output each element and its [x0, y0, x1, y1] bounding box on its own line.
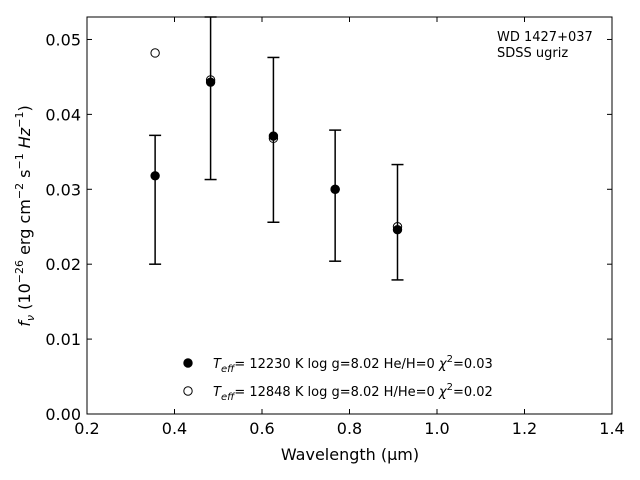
annotation-survey: SDSS ugriz: [497, 46, 568, 61]
legend-label-part: = 12848 K log g=8.02 H/He=0: [234, 385, 439, 400]
y-axis-title-part: (10: [15, 283, 34, 315]
y-tick-label: 0.03: [45, 180, 81, 199]
x-tick-label: 1.2: [512, 419, 537, 438]
model-point-open: [268, 133, 279, 144]
legend-label-part: 2: [447, 382, 453, 393]
legend-label-part: χ: [438, 385, 448, 400]
y-tick-label: 0.01: [45, 330, 81, 349]
legend-label-part: T: [213, 357, 222, 372]
model-point-filled: [150, 171, 160, 181]
model-point-open: [150, 48, 160, 58]
y-tick-label: 0.00: [45, 405, 81, 424]
annotation-object-name: WD 1427+037: [497, 30, 593, 45]
model-point-open: [392, 222, 403, 232]
legend-label-part: eff: [221, 392, 236, 403]
legend-label-part: =0.02: [453, 385, 493, 400]
x-tick-label: 1.0: [424, 419, 449, 438]
x-tick-label: 0.8: [337, 419, 362, 438]
y-axis-title-part: −26: [13, 260, 26, 283]
y-axis-title-part: −1: [13, 112, 26, 128]
y-axis-title-part: −2: [13, 183, 26, 199]
x-tick-label: 0.2: [74, 419, 99, 438]
model-point-filled: [268, 131, 279, 141]
x-tick-label: 0.6: [249, 419, 274, 438]
legend-label-part: T: [213, 385, 222, 400]
model-point-filled: [392, 225, 403, 235]
model-point-open: [205, 75, 216, 85]
legend-marker-open: [183, 386, 193, 396]
y-axis-title-part: s: [15, 170, 34, 183]
y-axis-title-part: −1: [13, 153, 26, 169]
y-axis-title-part: f: [15, 319, 34, 327]
x-axis-title: Wavelength (μm): [281, 445, 419, 464]
legend-label-part: χ: [438, 357, 448, 372]
model-point-filled: [205, 77, 216, 87]
y-axis-title-part: erg cm: [15, 199, 34, 260]
legend-label: Teff= 12848 K log g=8.02 H/He=0 χ2=0.02: [213, 382, 493, 403]
legend: Teff= 12230 K log g=8.02 He/H=0 χ2=0.03T…: [183, 354, 493, 403]
y-tick-label: 0.02: [45, 255, 81, 274]
y-tick-label: 0.05: [45, 30, 81, 49]
y-axis-title: fν (10−26 erg cm−2 s−1 Hz−1): [13, 105, 37, 326]
model-point-open: [330, 184, 340, 194]
x-tick-label: 0.4: [162, 419, 187, 438]
plot-frame: [86, 16, 613, 415]
legend-marker-filled: [183, 358, 193, 368]
y-axis-title-part: ν: [24, 315, 37, 321]
legend-label-part: = 12230 K log g=8.02 He/H=0: [234, 357, 439, 372]
legend-label-part: =0.03: [453, 357, 493, 372]
legend-label: Teff= 12230 K log g=8.02 He/H=0 χ2=0.03: [213, 354, 493, 375]
legend-label-part: 2: [447, 354, 453, 365]
y-axis-title-part: ): [15, 105, 34, 111]
x-tick-label: 1.4: [599, 419, 624, 438]
legend-label-part: eff: [221, 364, 236, 375]
y-tick-label: 0.04: [45, 105, 81, 124]
y-axis-title-part: Hz: [15, 127, 34, 153]
